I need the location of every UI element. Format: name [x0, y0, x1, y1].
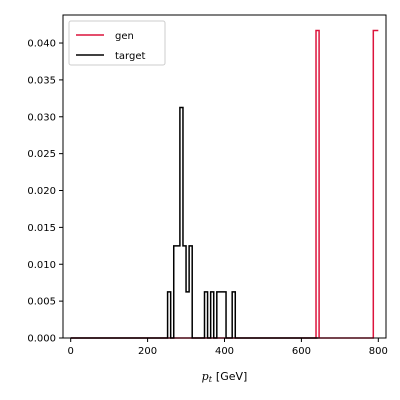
x-tick-label: 600	[292, 346, 311, 357]
x-axis-label-symbol: p	[202, 370, 209, 383]
axes-frame	[62, 14, 387, 339]
x-tick-label: 800	[369, 346, 388, 357]
y-tick-label: 0.030	[27, 112, 56, 123]
x-tick-label: 0	[68, 346, 74, 357]
y-tick-label: 0.025	[27, 149, 56, 160]
x-axis-label-unit: [GeV]	[216, 370, 247, 383]
x-axis-label: pt [GeV]	[202, 370, 248, 384]
legend: gen target	[68, 20, 166, 66]
y-tick-label: 0.000	[27, 334, 56, 345]
y-tick-label: 0.020	[27, 186, 56, 197]
y-tick-label: 0.035	[27, 75, 56, 86]
x-tick-label: 200	[138, 346, 157, 357]
axis-ticks: 0 200 400 600 800 0.000 0.005 0.010 0.015 0.020 0.…	[27, 39, 387, 357]
y-tick-label: 0.015	[27, 223, 56, 234]
y-tick-label: 0.040	[27, 39, 56, 50]
x-axis-label-subscript: t	[209, 375, 213, 384]
legend-box	[68, 20, 166, 66]
legend-entry-target: target	[115, 51, 145, 62]
y-tick-label: 0.005	[27, 297, 56, 308]
legend-entry-gen: gen	[115, 31, 134, 42]
y-tick-label: 0.010	[27, 260, 56, 271]
x-tick-label: 400	[215, 346, 234, 357]
